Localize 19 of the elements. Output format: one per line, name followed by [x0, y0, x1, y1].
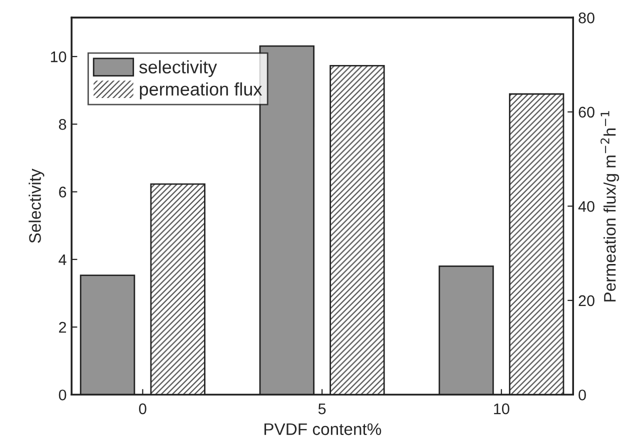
y2-tick-label: 0: [578, 390, 586, 400]
y-axis-title: Selectivity: [28, 168, 44, 243]
y2-tick-label: 60: [578, 106, 594, 118]
x-tick-label: 10: [494, 403, 510, 414]
y-tick-label: 4: [58, 254, 66, 265]
y-tick-label: 6: [59, 186, 66, 198]
x-tick-label: 5: [318, 404, 326, 414]
x-axis-title: PVDF content%: [264, 423, 382, 436]
y2-tick-label: 20: [578, 295, 594, 306]
y-tick-label: 8: [58, 119, 66, 130]
y-tick-label: 0: [58, 390, 66, 400]
y2-axis-title: Permeation flux/g m$^{−2}$h$^{−1}$: [600, 111, 620, 302]
legend-label: permeation flux: [140, 82, 262, 100]
y2-tick-label: 80: [578, 12, 594, 24]
y2-tick-label: 40: [578, 201, 594, 212]
legend-label: selectivity: [139, 60, 217, 78]
x-tick-label: 0: [139, 403, 146, 414]
y-tick-label: 2: [59, 322, 66, 333]
y-tick-label: 10: [50, 51, 66, 62]
